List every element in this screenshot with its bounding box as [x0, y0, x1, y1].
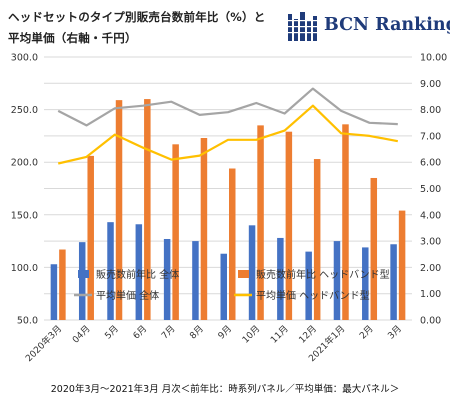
- legend-swatch: [238, 270, 249, 278]
- x-axis-tick-label: 2月: [357, 323, 375, 341]
- legend-label: 販売数前年比 全体: [96, 268, 179, 281]
- left-axis-tick-label: 250.0: [11, 105, 38, 116]
- bar-all: [277, 237, 284, 320]
- bar-headband: [370, 177, 378, 320]
- right-axis-tick-label: 9.00: [420, 79, 441, 90]
- legend-swatch: [78, 270, 89, 278]
- x-axis-tick-label: 8月: [188, 323, 206, 341]
- right-axis-tick-label: 10.00: [420, 53, 447, 64]
- bar-headband: [313, 159, 321, 320]
- right-axis-tick-label: 1.00: [420, 289, 441, 300]
- right-axis-tick-label: 0.00: [420, 316, 441, 327]
- bar-all: [78, 242, 86, 320]
- bar-all: [50, 264, 58, 320]
- left-axis-tick-label: 150.0: [11, 210, 38, 221]
- bar-all: [362, 247, 369, 320]
- line-headband: [57, 104, 399, 165]
- logo-text: BCN Ranking: [324, 15, 450, 35]
- right-axis-tick-label: 5.00: [420, 184, 441, 195]
- bar-headband: [59, 249, 66, 320]
- bar-all: [135, 224, 143, 320]
- bar-all: [192, 241, 199, 320]
- bar-all: [163, 238, 171, 320]
- chart-title-line1: ヘッドセットのタイプ別販売台数前年比（%）と: [8, 10, 266, 24]
- bar-headband: [398, 210, 406, 320]
- bar-headband: [229, 168, 236, 320]
- legend-label: 平均単価 ヘッドバンド型: [256, 289, 370, 302]
- right-axis-tick-label: 7.00: [420, 131, 441, 142]
- bar-all: [390, 244, 397, 320]
- bar-all: [333, 241, 341, 320]
- left-axis-tick-label: 300.0: [11, 53, 38, 64]
- bar-headband: [115, 100, 123, 320]
- bcn-ranking-logo: BCN Ranking: [286, 10, 450, 44]
- bar-headband: [257, 125, 264, 320]
- right-axis-tick-label: 4.00: [420, 210, 441, 221]
- bar-headband: [87, 155, 94, 320]
- right-axis-tick-label: 3.00: [420, 237, 441, 248]
- x-axis-tick-label: 5月: [103, 323, 121, 341]
- x-axis-tick-label: 11月: [268, 323, 290, 345]
- x-axis-tick-label: 3月: [386, 323, 404, 341]
- x-axis-tick-label: 9月: [216, 323, 234, 341]
- x-axis-tick-label: 12月: [297, 323, 319, 345]
- x-axis-tick-label: 04月: [70, 323, 92, 345]
- line-all: [57, 87, 398, 127]
- bar-headband: [285, 131, 293, 320]
- bar-headband: [144, 99, 151, 320]
- left-axis-tick-label: 100.0: [11, 263, 38, 274]
- right-axis-tick-label: 8.00: [420, 105, 441, 116]
- legend-label: 平均単価 全体: [96, 289, 159, 302]
- x-axis-tick-label: 7月: [159, 323, 177, 341]
- right-axis-tick-label: 6.00: [420, 158, 441, 169]
- left-axis-tick-label: 200.0: [11, 158, 38, 169]
- x-axis-tick-label: 10月: [240, 323, 262, 345]
- x-axis-tick-label: 6月: [131, 323, 149, 341]
- chart-footer-note: 2020年3月～2021年3月 月次＜前年比：時系列パネル／平均単価：最大パネル…: [50, 384, 400, 395]
- chart-title-line2: 平均単価（右軸・千円）: [8, 31, 137, 45]
- bar-headband: [172, 144, 179, 320]
- bcn-logo-icon: [288, 12, 317, 41]
- x-axis-tick-label: 2020年3月: [23, 323, 64, 364]
- legend-label: 販売数前年比 ヘッドバンド型: [256, 268, 390, 281]
- bar-all: [107, 222, 114, 320]
- bar-headband: [200, 138, 208, 320]
- bar-all: [220, 253, 227, 320]
- bar-headband: [342, 124, 349, 320]
- left-axis-tick-label: 50.0: [17, 316, 38, 327]
- right-axis-tick-label: 2.00: [420, 263, 441, 274]
- bar-all: [248, 225, 256, 320]
- bar-all: [305, 251, 312, 320]
